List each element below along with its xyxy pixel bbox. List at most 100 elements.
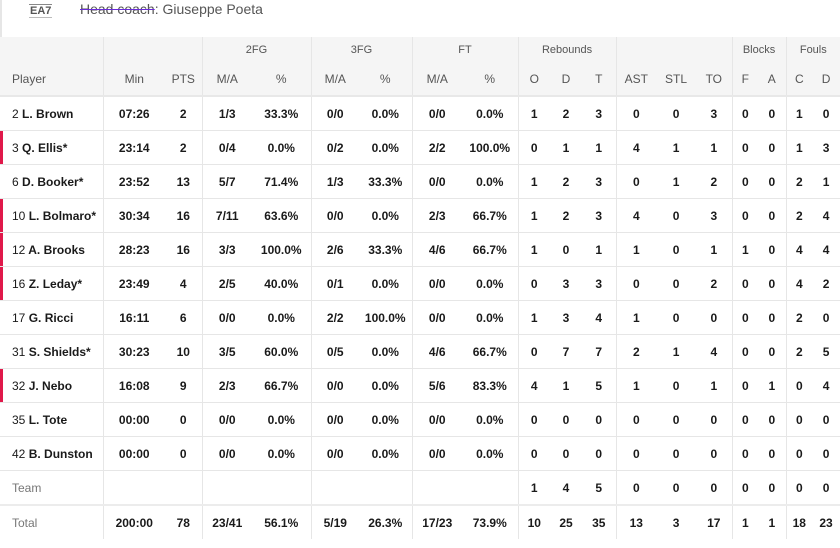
stat-13: 1 — [696, 232, 733, 267]
column-header[interactable]: STL — [656, 62, 697, 97]
stat-13: 3 — [696, 198, 733, 233]
stat-4: 2/6 — [310, 232, 359, 267]
column-header[interactable]: D — [812, 62, 840, 97]
stat-15: 0 — [758, 198, 787, 233]
player-name-link[interactable]: 6 D. Booker* — [0, 164, 103, 199]
stat-5: 100.0% — [359, 300, 412, 335]
stat-15: 0 — [758, 130, 787, 165]
stat-2: 1/3 — [201, 96, 252, 131]
stat-0 — [102, 470, 165, 506]
stat-11: 1 — [615, 232, 657, 267]
column-header[interactable]: % — [252, 62, 311, 97]
stat-3: 40.0% — [252, 266, 311, 301]
stat-5: 33.3% — [359, 164, 412, 199]
player-name-link[interactable]: 32 J. Nebo — [0, 368, 103, 403]
jersey-number: 42 — [12, 446, 26, 461]
player-name: Q. Ellis* — [22, 140, 68, 155]
column-header[interactable]: A — [758, 62, 787, 97]
stat-1: 0 — [165, 436, 202, 471]
stat-9: 4 — [550, 470, 583, 506]
stat-9: 3 — [550, 300, 583, 335]
stat-11: 0 — [615, 436, 657, 471]
stat-17: 4 — [812, 198, 840, 233]
stat-3: 0.0% — [252, 436, 311, 471]
player-name-link[interactable]: 17 G. Ricci — [0, 300, 103, 335]
player-name-link[interactable]: 16 Z. Leday* — [0, 266, 103, 301]
box-score-table: 2FG 3FG FT Rebounds Blocks Fouls Player M… — [0, 37, 840, 539]
stat-14: 0 — [731, 368, 759, 403]
player-name-link[interactable]: 2 L. Brown — [0, 96, 103, 131]
player-name: S. Shields* — [28, 344, 91, 359]
stat-0: 30:23 — [102, 334, 165, 369]
player-name-link[interactable]: 12 A. Brooks — [0, 232, 103, 267]
stat-15: 0 — [758, 402, 787, 437]
stat-14: 0 — [731, 198, 759, 233]
stat-10: 4 — [582, 300, 617, 335]
stat-1: 9 — [165, 368, 202, 403]
group-fouls: Fouls — [785, 37, 840, 62]
stat-9: 1 — [550, 368, 583, 403]
stat-13: 1 — [696, 368, 733, 403]
column-header[interactable]: M/A — [411, 62, 462, 97]
stat-15: 0 — [758, 300, 787, 335]
stat-0: 23:14 — [102, 130, 165, 165]
column-header[interactable]: % — [359, 62, 412, 97]
stat-15: 0 — [758, 96, 787, 131]
player-name-link[interactable]: 10 L. Bolmaro* — [0, 198, 103, 233]
player-name: J. Nebo — [28, 378, 73, 393]
stat-8: 1 — [517, 96, 551, 131]
stat-3: 60.0% — [252, 334, 311, 369]
stat-10: 0 — [582, 436, 617, 471]
column-header[interactable]: C — [785, 62, 813, 97]
column-header[interactable]: D — [550, 62, 583, 97]
player-name-link[interactable]: 31 S. Shields* — [0, 334, 103, 369]
column-header[interactable]: M/A — [201, 62, 252, 97]
player-row: 16 Z. Leday* 23:49 4 2/5 40.0% 0/1 0.0% 0/0 0.0%… — [0, 266, 840, 301]
stat-12: 1 — [656, 334, 697, 369]
player-name-link[interactable]: 3 Q. Ellis* — [0, 130, 103, 165]
group-2fg: 2FG — [201, 37, 311, 62]
stat-7: 66.7% — [462, 198, 519, 233]
stat-11: 2 — [615, 334, 657, 369]
player-row: 6 D. Booker* 23:52 13 5/7 71.4% 1/3 33.3% 0/0 0.… — [0, 164, 840, 199]
stat-13: 0 — [696, 402, 733, 437]
stat-6: 0/0 — [411, 96, 462, 131]
head-coach: Head coach: Giuseppe Poeta — [80, 1, 263, 17]
stat-2: 0/0 — [201, 402, 252, 437]
column-header[interactable]: AST — [615, 62, 657, 97]
column-header[interactable]: TO — [696, 62, 733, 97]
stat-17: 4 — [812, 232, 840, 267]
column-header[interactable]: T — [582, 62, 617, 97]
player-row: 3 Q. Ellis* 23:14 2 0/4 0.0% 0/2 0.0% 2/2 100.0%… — [0, 130, 840, 165]
stat-6: 0/0 — [411, 266, 462, 301]
stat-3: 100.0% — [252, 232, 311, 267]
column-header[interactable]: % — [462, 62, 519, 97]
jersey-number: 31 — [12, 344, 26, 359]
player-name-link[interactable]: 42 B. Dunston — [0, 436, 103, 471]
stat-11: 4 — [615, 130, 657, 165]
stat-13: 0 — [696, 300, 733, 335]
stat-8: 0 — [517, 266, 551, 301]
stat-16: 2 — [785, 164, 813, 199]
stat-4: 0/0 — [310, 402, 359, 437]
column-header[interactable]: M/A — [310, 62, 359, 97]
group-3fg: 3FG — [310, 37, 412, 62]
stat-12: 0 — [656, 266, 697, 301]
stat-14: 0 — [731, 130, 759, 165]
team-row: Team 1 4 5 0 0 0 0 0 0 0 — [0, 470, 840, 506]
player-name-link[interactable]: 35 L. Tote — [0, 402, 103, 437]
column-header[interactable]: F — [731, 62, 759, 97]
column-header[interactable]: Min — [102, 62, 165, 97]
stat-9: 0 — [550, 436, 583, 471]
team-label: Team — [0, 470, 103, 506]
column-header[interactable]: O — [517, 62, 551, 97]
team-logo: EA7 — [29, 4, 53, 18]
player-name: L. Bolmaro* — [28, 208, 97, 223]
stat-6: 4/6 — [411, 334, 462, 369]
stat-5: 0.0% — [359, 198, 412, 233]
stat-1: 4 — [165, 266, 202, 301]
column-header[interactable]: PTS — [165, 62, 202, 97]
stat-1: 10 — [165, 334, 202, 369]
stat-4: 5/19 — [310, 504, 359, 539]
column-header[interactable]: Player — [0, 62, 103, 97]
